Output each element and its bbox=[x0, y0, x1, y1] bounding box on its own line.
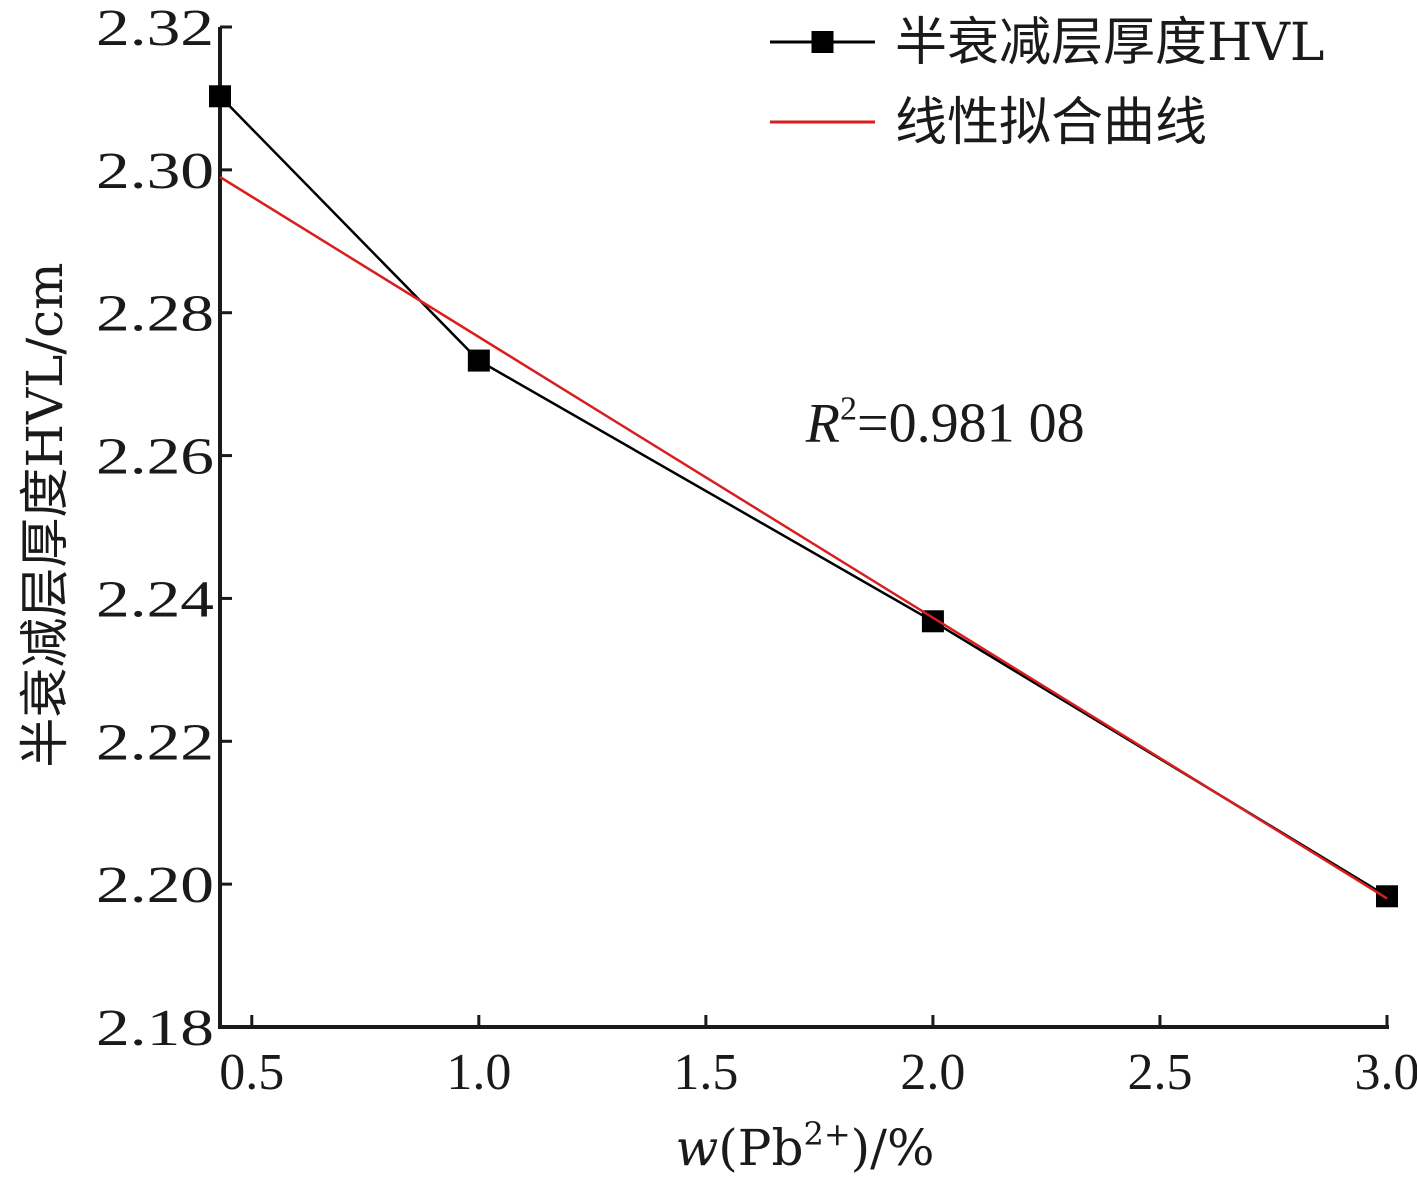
y-tick-label: 2.24 bbox=[96, 571, 214, 628]
legend-hvl-marker bbox=[811, 31, 834, 53]
ticks: 2.18 2.20 2.22 2.24 2.26 2.28 2.30 2.32 0.5 1.0 1.… bbox=[96, 0, 1417, 1101]
x-tick-label: 1.5 bbox=[673, 1044, 738, 1101]
r-squared-sup: 2 bbox=[840, 390, 857, 427]
x-axis-title-open: (Pb bbox=[718, 1119, 803, 1177]
hvl-data-point bbox=[209, 85, 231, 108]
x-tick-label: 3.0 bbox=[1355, 1044, 1417, 1101]
y-tick-label: 2.20 bbox=[96, 857, 214, 914]
y-tick-label: 2.18 bbox=[96, 1000, 214, 1057]
x-tick-label: 2.5 bbox=[1127, 1044, 1192, 1101]
y-tick-label: 2.30 bbox=[96, 143, 214, 200]
x-axis-title-var: w bbox=[675, 1119, 718, 1177]
x-axis-title: w(Pb2+)/% bbox=[675, 1115, 934, 1177]
series bbox=[209, 85, 1398, 908]
r-squared-symbol: R bbox=[805, 392, 840, 454]
axes bbox=[218, 27, 1389, 1029]
x-axis-title-sup: 2+ bbox=[803, 1115, 850, 1153]
x-tick-label: 1.0 bbox=[446, 1044, 511, 1101]
x-tick-label: 2.0 bbox=[900, 1044, 965, 1101]
hvl-series-line bbox=[219, 95, 1388, 898]
fit-series-line bbox=[219, 175, 1388, 900]
hvl-data-point bbox=[921, 610, 944, 633]
legend-hvl-label: 半衰减层厚度HVL bbox=[895, 13, 1324, 73]
y-tick-label: 2.32 bbox=[96, 0, 214, 57]
legend: 半衰减层厚度HVL 线性拟合曲线 bbox=[770, 13, 1324, 153]
y-tick-label: 2.26 bbox=[96, 429, 214, 486]
y-tick-label: 2.22 bbox=[96, 714, 214, 771]
hvl-data-point bbox=[1376, 885, 1398, 908]
y-axis-title: 半衰减层厚度HVL/cm bbox=[16, 262, 74, 767]
r-squared-value: =0.981 08 bbox=[857, 392, 1085, 454]
x-tick-label: 0.5 bbox=[219, 1044, 284, 1101]
r-squared-annotation: R2=0.981 08 bbox=[805, 390, 1085, 454]
y-tick-label: 2.28 bbox=[96, 286, 214, 343]
legend-fit-label: 线性拟合曲线 bbox=[895, 93, 1207, 153]
x-axis-title-close: )/% bbox=[851, 1119, 935, 1177]
hvl-data-point bbox=[467, 349, 490, 372]
